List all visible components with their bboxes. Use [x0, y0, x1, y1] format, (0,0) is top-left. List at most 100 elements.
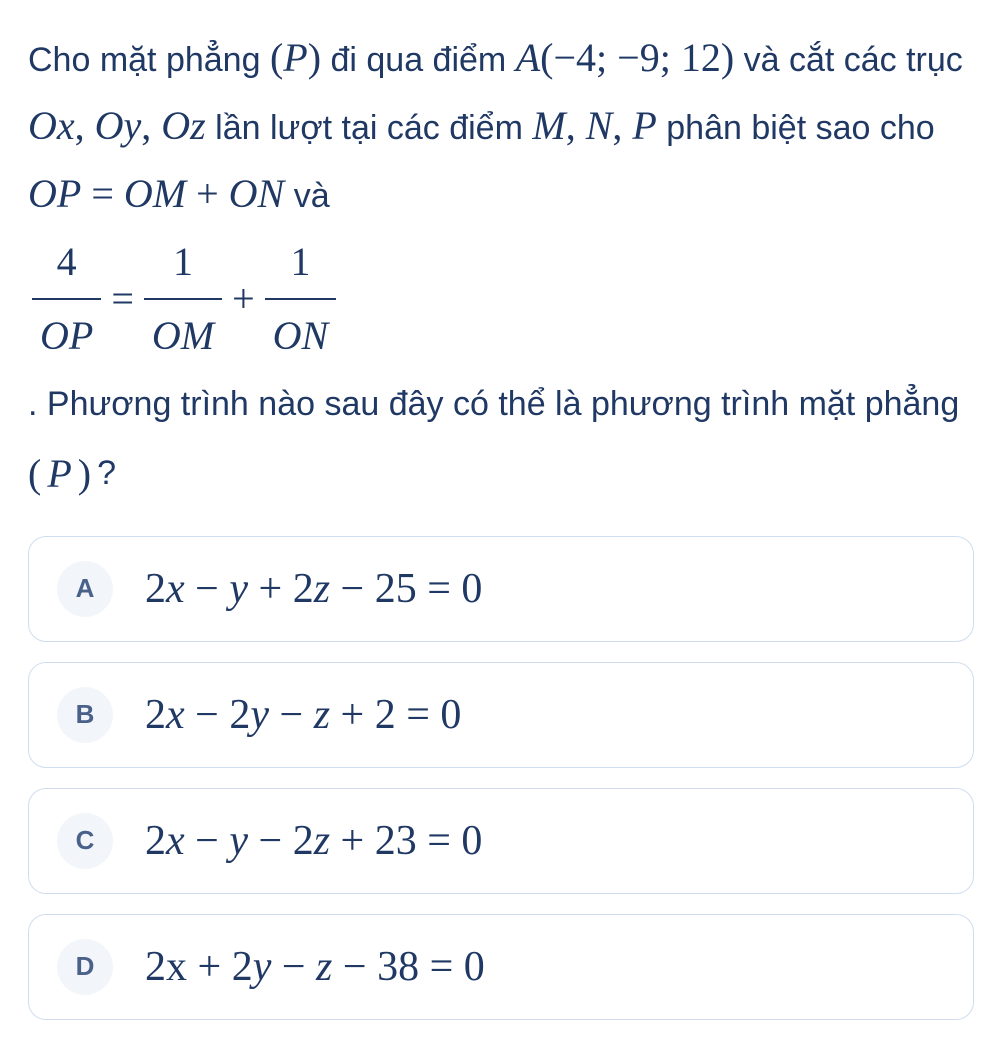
q-eq1r1: OM [124, 171, 186, 216]
q-t2: đi qua điểm [321, 41, 516, 79]
q-P: P [283, 35, 307, 80]
b-o1: − [185, 692, 230, 738]
q-c3: , [566, 103, 586, 148]
d-o2: − [271, 944, 316, 990]
option-c-equation: 2x − y − 2z + 23 = 0 [145, 817, 482, 865]
q-plus: + [186, 171, 229, 216]
c-c1: 2 [145, 818, 166, 864]
b-v3: z [314, 692, 330, 738]
c-o1: − [185, 818, 230, 864]
b-k: 2 [375, 692, 396, 738]
q-Ax: −4; [553, 35, 607, 80]
q-Oy: Oy [95, 103, 142, 148]
a-v2: y [229, 566, 248, 612]
a-k: 25 [375, 566, 417, 612]
d-v1: x [166, 944, 187, 990]
q-N: N [586, 103, 613, 148]
option-a-equation: 2x − y + 2z − 25 = 0 [145, 565, 482, 613]
b-c2: 2 [229, 692, 250, 738]
fraction-equation: 4 OP = 1 OM + 1 ON . Phương trình nào sa… [28, 228, 974, 508]
b-c1: 2 [145, 692, 166, 738]
plus-sign-1: + [232, 265, 255, 333]
q-Ox: Ox [28, 103, 75, 148]
a-v3: z [314, 566, 330, 612]
frac3-den: ON [265, 298, 337, 370]
frac3-num: 1 [265, 228, 337, 298]
option-b[interactable]: B 2x − 2y − z + 2 = 0 [28, 662, 974, 768]
c-o2: − [248, 818, 293, 864]
q-t1: Cho mặt phẳng [28, 41, 270, 79]
c-o3: + [330, 818, 375, 864]
frac2-den: OM [144, 298, 222, 370]
q-eq1r2: ON [229, 171, 285, 216]
b-v1: x [166, 692, 185, 738]
option-a[interactable]: A 2x − y + 2z − 25 = 0 [28, 536, 974, 642]
d-c2: 2 [232, 944, 253, 990]
frac-1-OM: 1 OM [144, 228, 222, 370]
option-b-equation: 2x − 2y − z + 2 = 0 [145, 691, 461, 739]
d-v2: y [253, 944, 272, 990]
d-k: 38 [377, 944, 419, 990]
q-qmark: ? [97, 445, 116, 503]
question-text: Cho mặt phẳng (P) đi qua điểm A(−4; −9; … [28, 24, 974, 508]
a-v1: x [166, 566, 185, 612]
option-a-badge: A [57, 561, 113, 617]
q-rp: ) [721, 35, 734, 80]
b-v2: y [250, 692, 269, 738]
c-eq: = 0 [417, 818, 483, 864]
q-lp: ( [540, 35, 553, 80]
d-v3: z [316, 944, 332, 990]
a-c1: 2 [145, 566, 166, 612]
q-P2: P [47, 440, 71, 508]
q-t3: và cắt các trục [734, 41, 963, 79]
q-eq1l: OP [28, 171, 81, 216]
b-o2: − [269, 692, 314, 738]
c-v1: x [166, 818, 185, 864]
frac1-den: OP [32, 298, 101, 370]
a-o1: − [185, 566, 230, 612]
q-t5: phân biệt sao cho [657, 109, 935, 147]
q-Oz: Oz [161, 103, 205, 148]
option-c[interactable]: C 2x − y − 2z + 23 = 0 [28, 788, 974, 894]
q-Az: 12 [671, 35, 721, 80]
option-c-badge: C [57, 813, 113, 869]
q-eq: = [81, 171, 124, 216]
q-popen2: ( [28, 440, 41, 508]
q-t6: và [284, 177, 329, 215]
option-d[interactable]: D 2x + 2y − z − 38 = 0 [28, 914, 974, 1020]
q-A: A [516, 35, 540, 80]
q-t4: lần lượt tại các điểm [206, 109, 533, 147]
a-o3: − [330, 566, 375, 612]
option-d-badge: D [57, 939, 113, 995]
eq-sign-1: = [111, 265, 134, 333]
q-Ay: −9; [607, 35, 671, 80]
d-eq: = 0 [419, 944, 485, 990]
option-b-badge: B [57, 687, 113, 743]
q-Pp: P [632, 103, 656, 148]
frac2-num: 1 [144, 228, 222, 298]
d-c1: 2 [145, 944, 166, 990]
quiz-container: Cho mặt phẳng (P) đi qua điểm A(−4; −9; … [0, 0, 1002, 1044]
q-M: M [532, 103, 565, 148]
q-t7: . Phương trình nào sau đây có thể là phư… [28, 376, 959, 434]
a-c3: 2 [293, 566, 314, 612]
b-eq: = 0 [396, 692, 462, 738]
d-o3: − [332, 944, 377, 990]
q-pclose: ) [308, 35, 321, 80]
frac-1-ON: 1 ON [265, 228, 337, 370]
c-v2: y [229, 818, 248, 864]
q-c4: , [612, 103, 632, 148]
q-c1: , [75, 103, 95, 148]
frac1-num: 4 [32, 228, 101, 298]
b-o3: + [330, 692, 375, 738]
q-popen: ( [270, 35, 283, 80]
c-v3: z [314, 818, 330, 864]
a-o2: + [248, 566, 293, 612]
options-list: A 2x − y + 2z − 25 = 0 B 2x − 2y − z + 2… [28, 536, 974, 1020]
q-pclose2: ) [78, 440, 91, 508]
a-eq: = 0 [417, 566, 483, 612]
c-k: 23 [375, 818, 417, 864]
option-d-equation: 2x + 2y − z − 38 = 0 [145, 943, 485, 991]
c-c3: 2 [293, 818, 314, 864]
q-c2: , [141, 103, 161, 148]
